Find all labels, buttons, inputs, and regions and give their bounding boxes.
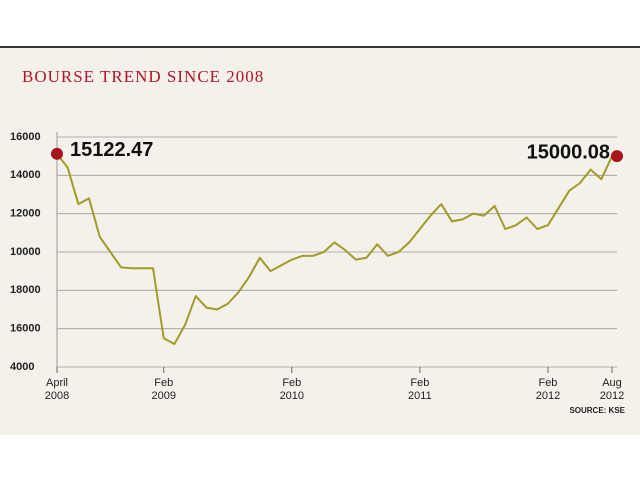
x-tick-label: Feb [410, 377, 429, 389]
x-tick-label: Aug [602, 377, 622, 389]
x-tick-label: 2008 [45, 390, 69, 402]
x-tick-label: Feb [154, 377, 173, 389]
panel [0, 48, 640, 435]
x-tick-label: 2010 [280, 390, 304, 402]
marker [51, 147, 63, 160]
y-tick-label: 12000 [10, 208, 41, 220]
x-tick-label: 2012 [536, 390, 560, 402]
source: SOURCE: KSE [569, 406, 625, 415]
marker [611, 150, 623, 163]
line [56, 153, 613, 345]
chart-title: BOURSE TREND SINCE 2008 [22, 67, 264, 86]
x-tick-label: 2012 [600, 390, 624, 402]
y-tick-label: 18000 [10, 284, 41, 296]
annotation: 15122.47 [70, 139, 153, 161]
x-tick-label: Feb [282, 377, 301, 389]
x-tick-label: Feb [538, 377, 557, 389]
y-tick-label: 16000 [10, 323, 41, 335]
y-tick-label: 16000 [10, 131, 41, 143]
x-tick-label: 2009 [151, 390, 175, 402]
y-tick-label: 14000 [10, 169, 41, 181]
y-tick-label: 4000 [10, 361, 34, 373]
x-tick-label: 2011 [408, 390, 432, 402]
x-tick-label: April [46, 377, 68, 389]
annotation: 15000.08 [527, 141, 610, 163]
y-tick-label: 10000 [10, 246, 41, 258]
